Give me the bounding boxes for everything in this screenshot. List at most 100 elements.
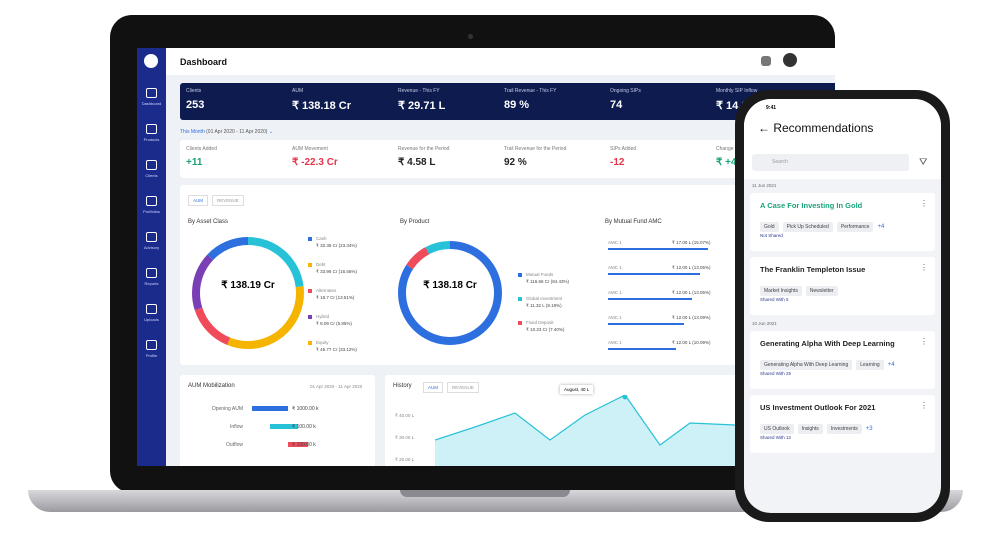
legend-dot — [518, 273, 522, 277]
nav-icon — [146, 340, 157, 350]
avatar[interactable] — [783, 53, 797, 67]
recommendation-card[interactable]: Generating Alpha With Deep Learning ⋮ Gene… — [750, 331, 935, 389]
panel-title: By Product — [400, 219, 430, 225]
axis-label: ₹ 30.00 L — [395, 435, 415, 440]
mob-value: ₹ 100.00 k — [292, 424, 316, 430]
page-title: Dashboard — [180, 57, 228, 67]
history-point — [622, 395, 628, 400]
legend-value: ₹ 45.77 Cr (33.12%) — [316, 347, 357, 352]
sidebar: Dashboard Products Clients Portfolios Adviso… — [137, 48, 166, 466]
charts-panel: AUM REVENUE By Asset Class By Product By Mut… — [180, 185, 800, 365]
period-selector[interactable]: This Month (01 Apr 2020 - 11 Apr 2020) ⌄ — [180, 129, 274, 135]
donut-segment — [192, 237, 304, 349]
legend-dot — [308, 263, 312, 267]
legend-dot — [308, 315, 312, 319]
legend-value: ₹ 116.66 Cr (84.43%) — [526, 279, 570, 284]
panel-range: 01 Apr 2020 - 11 Apr 2020 — [310, 384, 363, 389]
group-date: 11 Jun 2021 — [752, 183, 777, 188]
tag: Pick Up Scheduled — [782, 222, 833, 232]
mob-bar — [252, 406, 288, 411]
amc-name: AMC 1 — [608, 240, 622, 245]
more-tags: +4 — [887, 362, 895, 368]
nav-icon — [146, 196, 157, 206]
nav-icon — [146, 304, 157, 314]
amc-name: AMC 1 — [608, 315, 622, 320]
month-stat-value: ₹ 4.58 L — [398, 157, 436, 168]
stat-label: Ongoing SIPs — [610, 88, 641, 94]
legend-value: ₹ 11.32 L (8.19%) — [526, 303, 562, 308]
legend-dot — [308, 341, 312, 345]
stat-label: Revenue - This FY — [398, 88, 440, 94]
mob-value: ₹ 100.00 k — [292, 442, 316, 448]
recommendation-card[interactable]: The Franklin Templeton Issue ⋮ Market Insi… — [750, 257, 935, 315]
phone-screen: 9:41 ← Recommendations Search ⛛ 11 Jun 2… — [744, 99, 941, 513]
period-range: (01 Apr 2020 - 11 Apr 2020) — [206, 129, 268, 135]
nav-label: Reports — [144, 281, 159, 286]
stat-value: ₹ 29.71 L — [398, 100, 446, 112]
amc-name: AMC 1 — [608, 340, 622, 345]
notification-icon[interactable] — [761, 56, 771, 66]
share-status: Shared With 5 — [760, 297, 789, 302]
stat-label: Clients — [186, 88, 202, 94]
tooltip: August, 40 L — [560, 385, 594, 394]
mobilization-panel: AUM Mobilization 01 Apr 2020 - 11 Apr 202… — [180, 375, 375, 466]
card-title: A Case For Investing In Gold — [760, 201, 863, 210]
history-chart — [435, 395, 735, 466]
amc-bar — [608, 298, 692, 300]
filter-icon[interactable]: ⛛ — [919, 157, 928, 168]
recommendation-card[interactable]: US Investment Outlook For 2021 ⋮ US Outloo… — [750, 395, 935, 453]
legend-value: ₹ 10.23 Cr (7.40%) — [526, 327, 565, 332]
card-title: US Investment Outlook For 2021 — [760, 403, 876, 412]
stat-label: AUM — [292, 88, 304, 94]
nav-icon — [146, 88, 157, 98]
share-status: Shared With 25 — [760, 371, 792, 376]
donut — [192, 237, 304, 349]
tag: US Outlook — [760, 424, 794, 434]
search-box[interactable]: Search — [752, 154, 909, 171]
tag: Learning — [856, 360, 884, 370]
nav-label: Products — [143, 137, 160, 142]
month-stat-label: Change of — [716, 146, 740, 152]
more-tags: +3 — [865, 426, 873, 432]
stat-label: Trail Revenue - This FY — [504, 88, 557, 94]
legend-name: Mutual Funds — [526, 272, 554, 277]
more-tags: +4 — [877, 224, 885, 230]
tab: AUM — [423, 382, 443, 393]
legend-dot — [518, 297, 522, 301]
screen: Dashboard Products Clients Portfolios Adviso… — [137, 48, 835, 466]
legend-name: Hybrid — [316, 314, 330, 319]
menu-dots: ⋮ — [920, 401, 928, 410]
tag-row: Gold Pick Up Scheduled Performance +4 — [760, 215, 884, 233]
amc-value: ₹ 12.00 L (13.05%) — [672, 290, 711, 295]
amc-name: AMC 1 — [608, 265, 622, 270]
card-title: The Franklin Templeton Issue — [760, 265, 866, 274]
amc-bar — [608, 273, 700, 275]
month-stat-label: SIPs Added — [610, 146, 637, 152]
nav-label: Uploads — [144, 317, 159, 322]
tag: Performance — [836, 222, 874, 232]
tag: Insights — [797, 424, 823, 434]
nav-label: Profile — [145, 353, 158, 358]
tag: Generating Alpha With Deep Learning — [760, 360, 853, 370]
phone-title-text: Recommendations — [773, 121, 874, 135]
stat-label: Monthly SIP Inflow — [716, 88, 758, 94]
card-title: Generating Alpha With Deep Learning — [760, 339, 895, 348]
laptop-base — [28, 490, 963, 512]
month-stat-value: ₹ +4.3 — [716, 157, 745, 168]
month-stat-label: Trail Revenue for the Period — [504, 146, 567, 152]
month-stat-value: -12 — [610, 157, 625, 168]
nav-icon — [146, 160, 157, 170]
legend-dot — [308, 237, 312, 241]
month-stat-value: ₹ -22.3 Cr — [292, 157, 338, 168]
topbar — [166, 48, 835, 75]
legend-name: Fixed Deposit — [526, 320, 554, 325]
stats-bar: Clients 253 AUM ₹ 138.18 Cr Revenue - This F… — [180, 83, 835, 120]
mob-bar — [288, 442, 308, 447]
legend-value: ₹ 18.7 Cr (13.51%) — [316, 295, 355, 300]
recommendation-card[interactable]: A Case For Investing In Gold ⋮ Gold Pick Up… — [750, 193, 935, 251]
donut-segment — [192, 237, 304, 349]
menu-dots: ⋮ — [920, 337, 928, 346]
tag: Gold — [760, 222, 779, 232]
legend-value: ₹ 8.09 Cr (5.85%) — [316, 321, 352, 326]
